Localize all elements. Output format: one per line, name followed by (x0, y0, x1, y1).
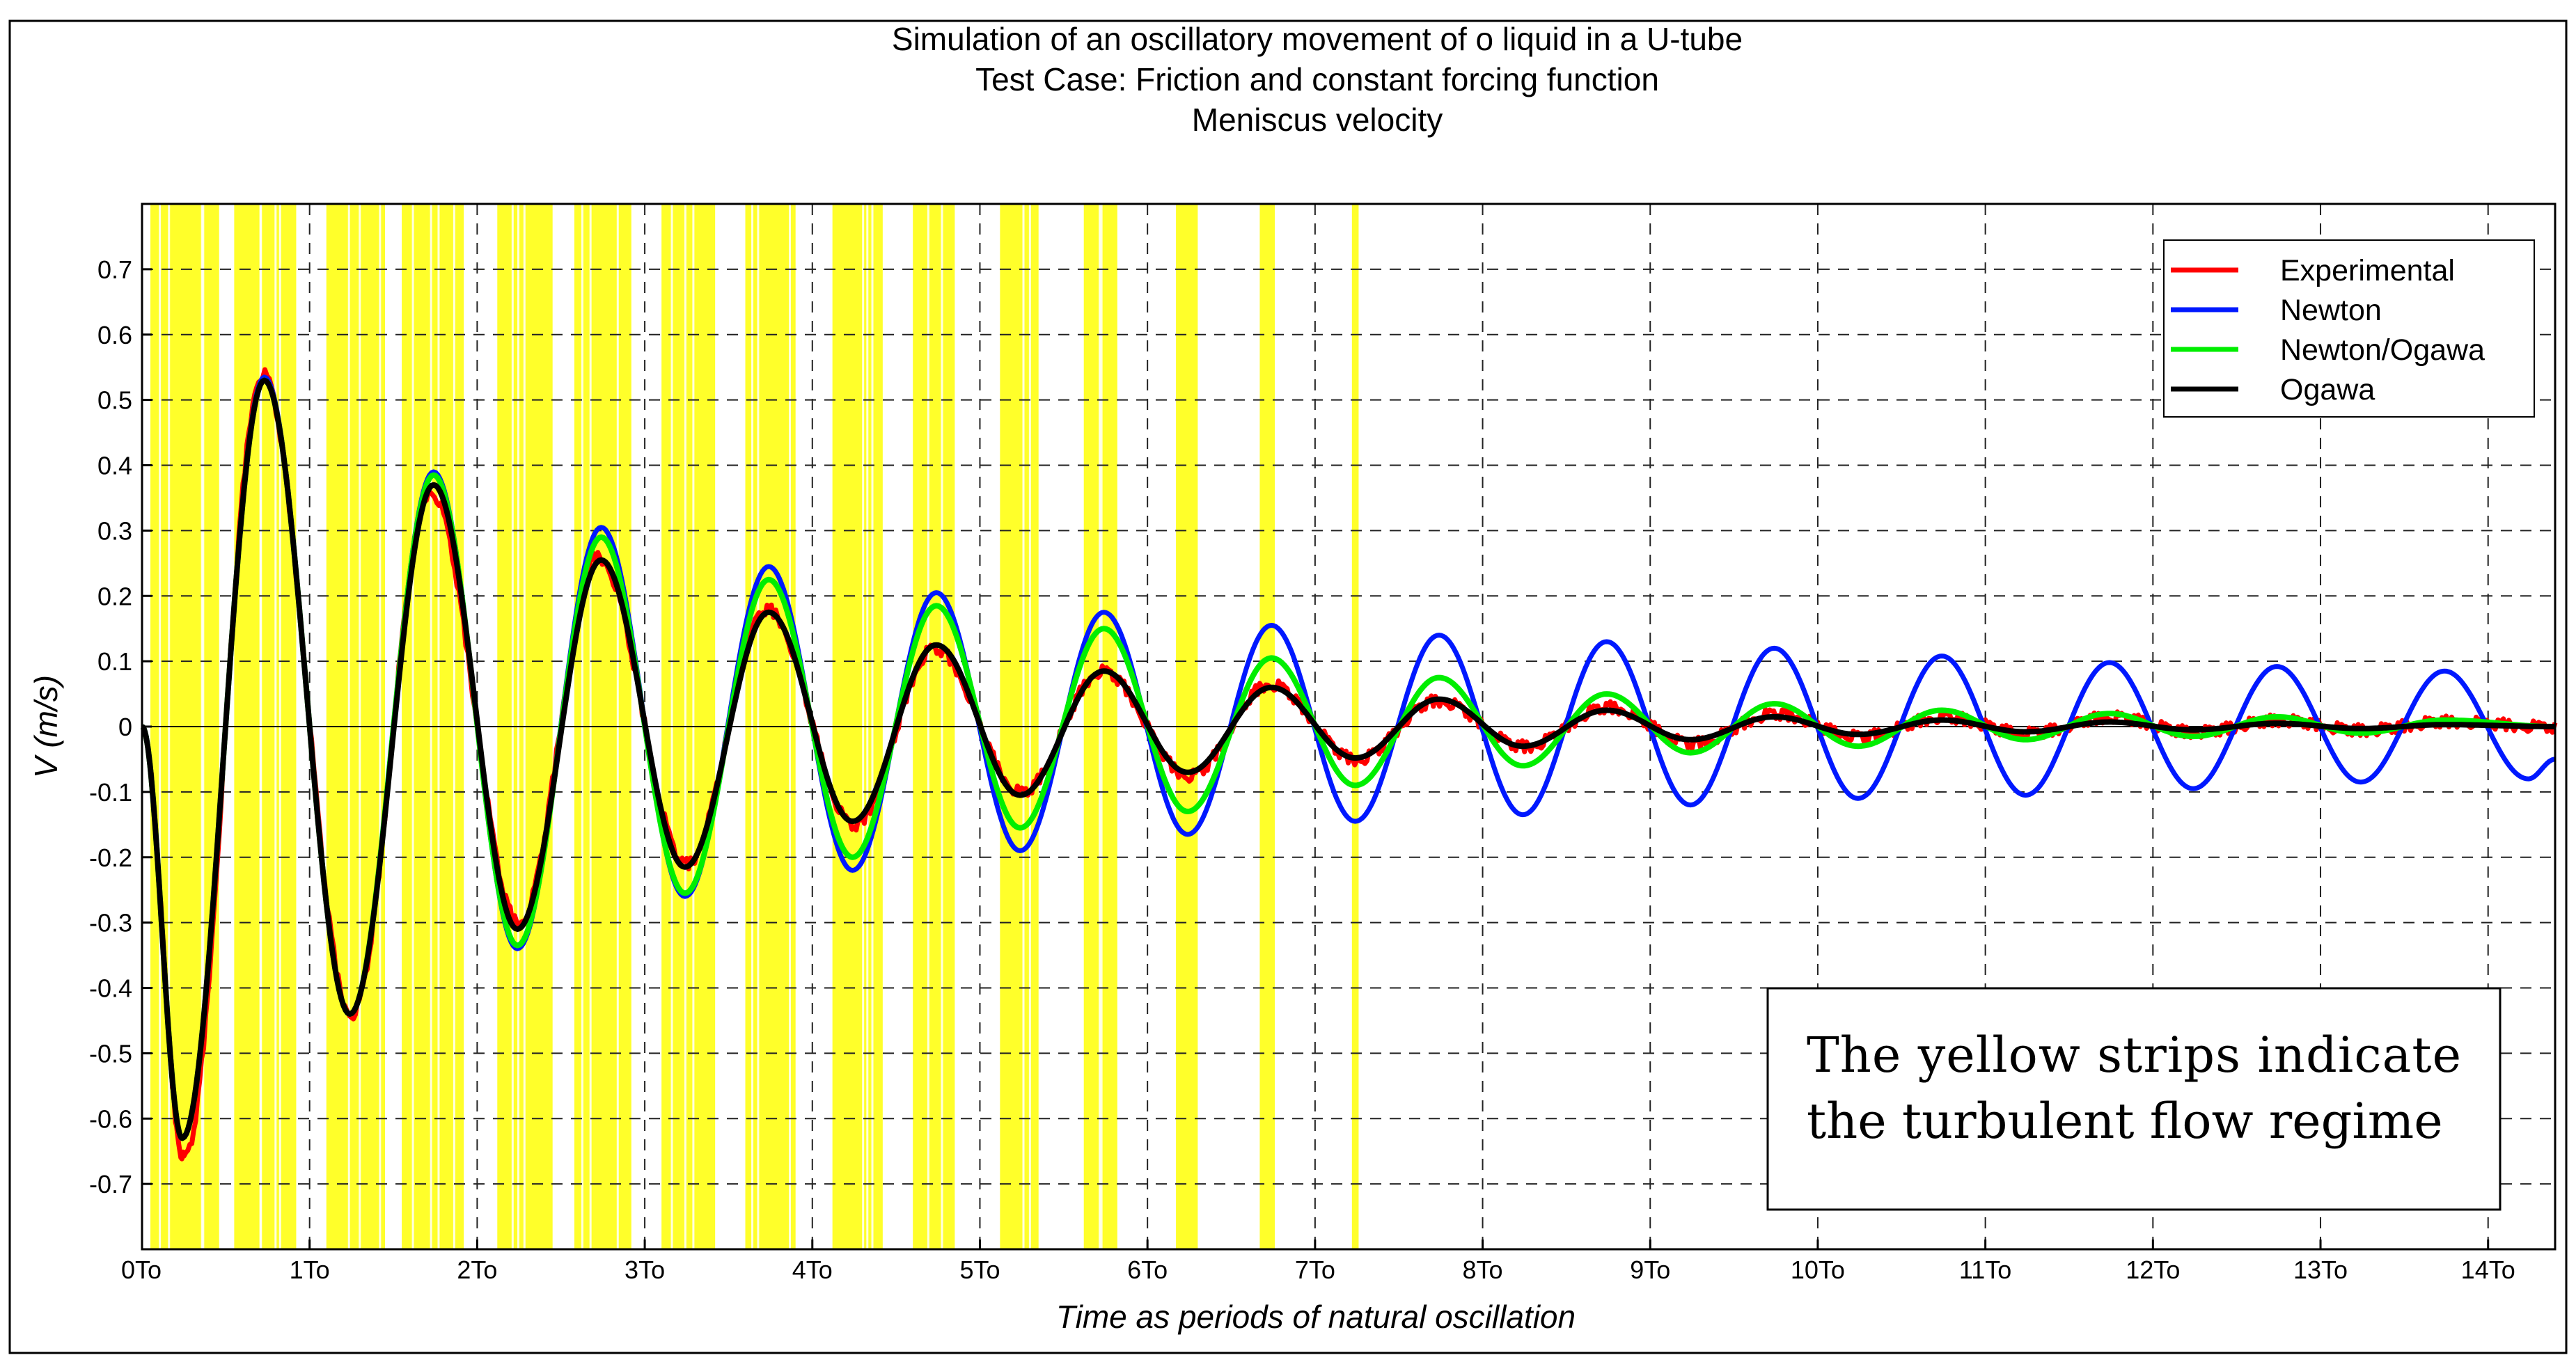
x-tick-label: 6To (1127, 1256, 1168, 1284)
annotation-line-1: The yellow strips indicate (1807, 1027, 2461, 1084)
legend-label-experimental: Experimental (2280, 254, 2455, 287)
y-tick-label: -0.3 (89, 909, 132, 937)
x-tick-label: 4To (792, 1256, 833, 1284)
series-line-ogawa (140, 377, 2555, 1141)
x-axis-label: Time as periods of natural oscillation (1056, 1299, 1576, 1335)
x-tick-label: 3To (625, 1256, 665, 1284)
annotation-line-2: the turbulent flow regime (1807, 1093, 2443, 1150)
y-tick-label: -0.7 (89, 1170, 132, 1198)
y-tick-label: 0.2 (97, 582, 132, 610)
x-tick-label: 13To (2293, 1256, 2348, 1284)
series-line-newton (140, 374, 2557, 1141)
chart-title-line-1: Simulation of an oscillatory movement of… (892, 21, 1743, 57)
y-tick-label: 0.5 (97, 386, 132, 415)
x-tick-label: 14To (2461, 1256, 2515, 1284)
x-tick-label: 10To (1791, 1256, 1845, 1284)
y-tick-label: 0.7 (97, 255, 132, 284)
y-tick-label: -0.1 (89, 778, 132, 807)
annotation: The yellow strips indicate the turbulent… (1766, 987, 2502, 1211)
x-tick-label: 12To (2126, 1256, 2180, 1284)
x-tick-label: 5To (959, 1256, 1000, 1284)
x-tick-label: 11To (1959, 1256, 2011, 1284)
axis-ticks: 0To 1To 2To 3To 4To 5To 6To 7To 8To 9To 10To 11To 12… (89, 255, 2515, 1284)
x-tick-label: 0To (121, 1256, 162, 1284)
legend: Experimental Newton Newton/Ogawa Ogawa (2163, 239, 2535, 418)
x-tick-label: 8To (1463, 1256, 1503, 1284)
x-tick-label: 1To (290, 1256, 330, 1284)
y-tick-label: -0.4 (89, 974, 132, 1003)
x-tick-label: 2To (457, 1256, 497, 1284)
legend-label-newton: Newton (2280, 294, 2382, 327)
y-tick-label: 0.4 (97, 452, 132, 480)
legend-label-ogawa: Ogawa (2280, 373, 2375, 406)
data-series (140, 367, 2558, 1162)
x-tick-label: 9To (1630, 1256, 1670, 1284)
chart-title-line-3: Meniscus velocity (1192, 102, 1443, 138)
y-axis-label: V (m/s) (28, 675, 64, 778)
y-tick-label: 0.1 (97, 647, 132, 676)
legend-label-newton-ogawa: Newton/Ogawa (2280, 333, 2485, 367)
y-tick-label: -0.2 (89, 844, 132, 872)
y-tick-label: -0.6 (89, 1104, 132, 1133)
chart-title-line-2: Test Case: Friction and constant forcing… (975, 61, 1659, 97)
annotation-box (1766, 987, 2502, 1211)
y-tick-label: -0.5 (89, 1039, 132, 1068)
y-tick-label: 0.3 (97, 516, 132, 545)
y-tick-label: 0.6 (97, 321, 132, 349)
x-tick-label: 7To (1295, 1256, 1335, 1284)
y-tick-label: 0 (118, 713, 132, 741)
